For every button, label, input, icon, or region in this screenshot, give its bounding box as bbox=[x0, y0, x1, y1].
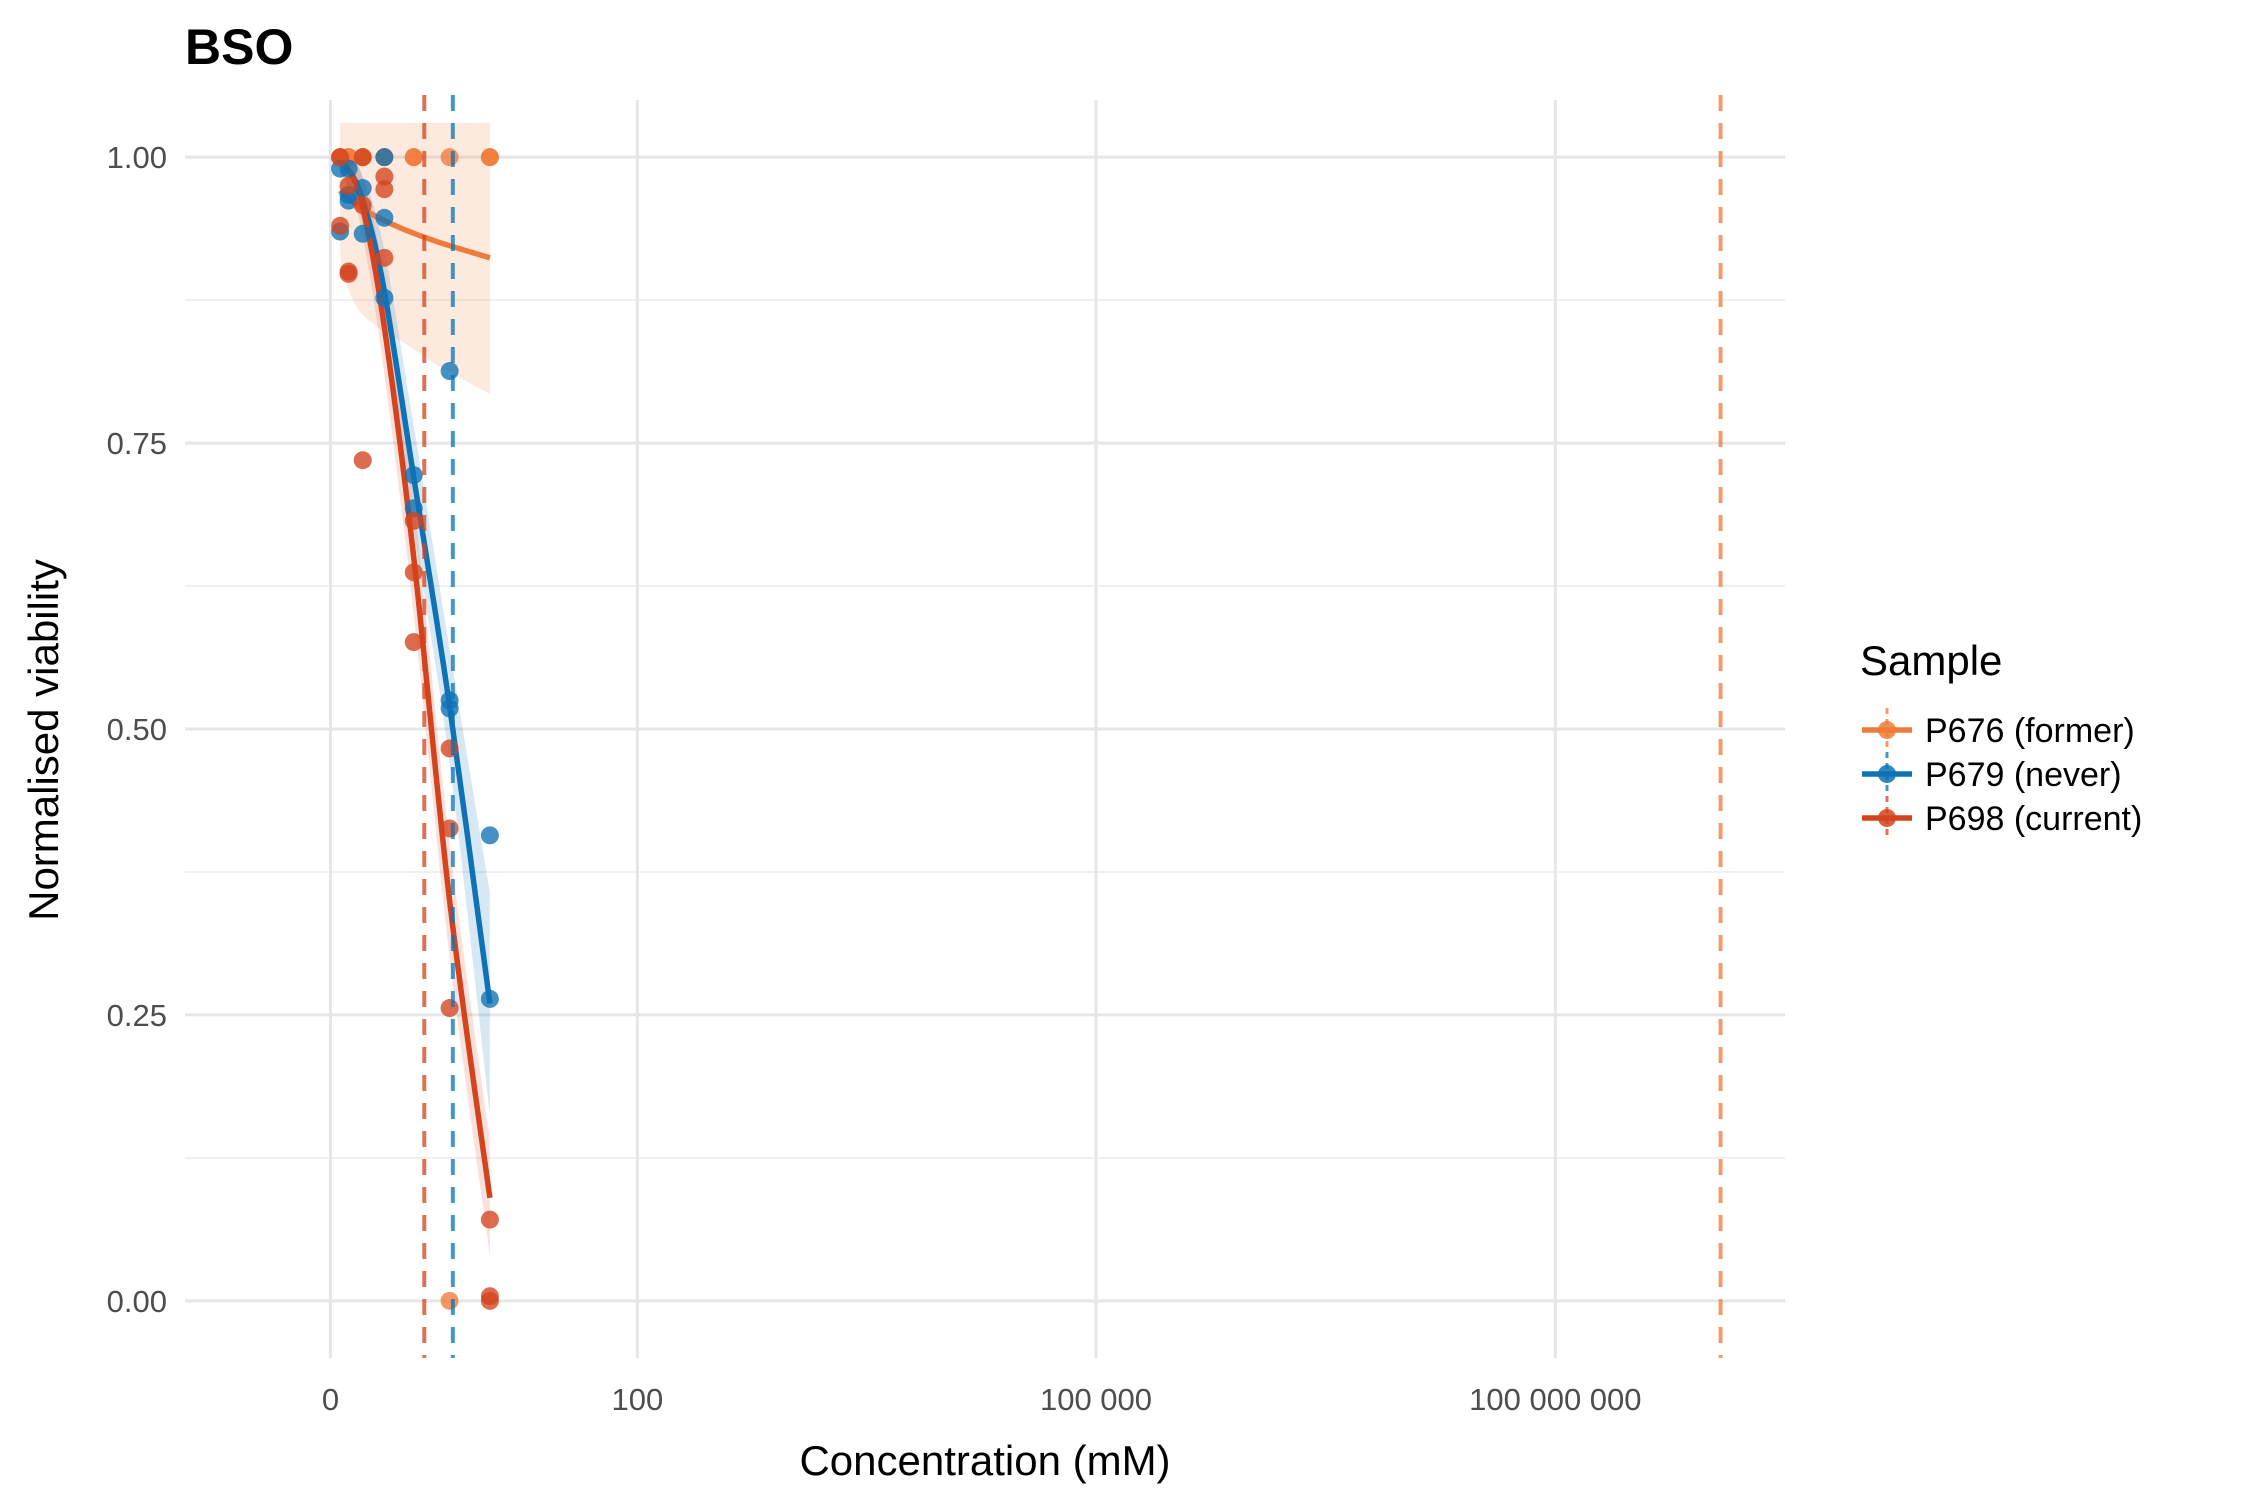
point-series-0 bbox=[440, 148, 459, 167]
point-series-2 bbox=[331, 148, 350, 167]
legend-label: P676 (former) bbox=[1925, 712, 2135, 750]
point-series-1 bbox=[353, 224, 372, 243]
point-series-1 bbox=[404, 499, 423, 518]
x-tick-label: 100 000 bbox=[1040, 1382, 1152, 1417]
point-series-2 bbox=[404, 633, 423, 652]
point-series-2 bbox=[339, 176, 358, 195]
y-tick-label: 0.00 bbox=[107, 1284, 167, 1319]
x-tick-label: 100 000 000 bbox=[1469, 1382, 1641, 1417]
legend-label: P679 (never) bbox=[1925, 756, 2122, 794]
point-series-0 bbox=[480, 148, 499, 167]
legend-key-point bbox=[1878, 721, 1896, 739]
point-series-1 bbox=[440, 362, 459, 381]
point-series-1 bbox=[375, 208, 394, 227]
y-tick-label: 0.75 bbox=[107, 426, 167, 461]
data-points bbox=[331, 148, 499, 1310]
point-series-1 bbox=[440, 699, 459, 718]
x-axis-title: Concentration (mM) bbox=[799, 1437, 1170, 1484]
y-tick-label: 0.50 bbox=[107, 712, 167, 747]
y-axis-title: Normalised viability bbox=[20, 559, 67, 921]
point-series-2 bbox=[375, 180, 394, 199]
chart-title: BSO bbox=[185, 19, 293, 75]
y-axis-ticks: 0.00 0.25 0.50 0.75 1.00 bbox=[107, 140, 167, 1319]
point-series-2 bbox=[375, 248, 394, 267]
legend-title: Sample bbox=[1860, 637, 2002, 684]
point-series-2 bbox=[440, 739, 459, 758]
point-series-2 bbox=[375, 167, 394, 186]
point-series-2 bbox=[339, 264, 358, 283]
y-tick-label: 1.00 bbox=[107, 140, 167, 175]
point-series-2 bbox=[440, 999, 459, 1018]
point-series-0 bbox=[404, 148, 423, 167]
point-series-0 bbox=[440, 1291, 459, 1310]
point-series-1 bbox=[353, 179, 372, 198]
point-series-2 bbox=[404, 511, 423, 530]
point-series-2 bbox=[353, 148, 372, 167]
point-series-2 bbox=[353, 451, 372, 470]
ic50-lines bbox=[422, 95, 1723, 1358]
legend: Sample P676 (former) P679 (never) P698 (cu… bbox=[1860, 637, 2142, 840]
y-tick-label: 0.25 bbox=[107, 998, 167, 1033]
point-series-2 bbox=[353, 196, 372, 215]
legend-label: P698 (current) bbox=[1925, 800, 2142, 838]
legend-key-point bbox=[1878, 765, 1896, 783]
point-series-2 bbox=[480, 1291, 499, 1310]
point-series-2 bbox=[480, 1210, 499, 1229]
point-series-2 bbox=[331, 216, 350, 235]
x-tick-label: 0 bbox=[322, 1382, 339, 1417]
point-series-2 bbox=[440, 819, 459, 838]
x-axis-ticks: 0 100 100 000 100 000 000 bbox=[322, 1382, 1642, 1417]
x-tick-label: 100 bbox=[611, 1382, 663, 1417]
point-series-1 bbox=[375, 148, 394, 167]
legend-key-point bbox=[1878, 809, 1896, 827]
point-series-1 bbox=[404, 466, 423, 485]
point-series-1 bbox=[339, 191, 358, 210]
point-series-1 bbox=[480, 989, 499, 1008]
point-series-1 bbox=[375, 288, 394, 307]
point-series-2 bbox=[404, 563, 423, 582]
point-series-1 bbox=[480, 826, 499, 845]
confidence-bands bbox=[340, 122, 490, 1256]
